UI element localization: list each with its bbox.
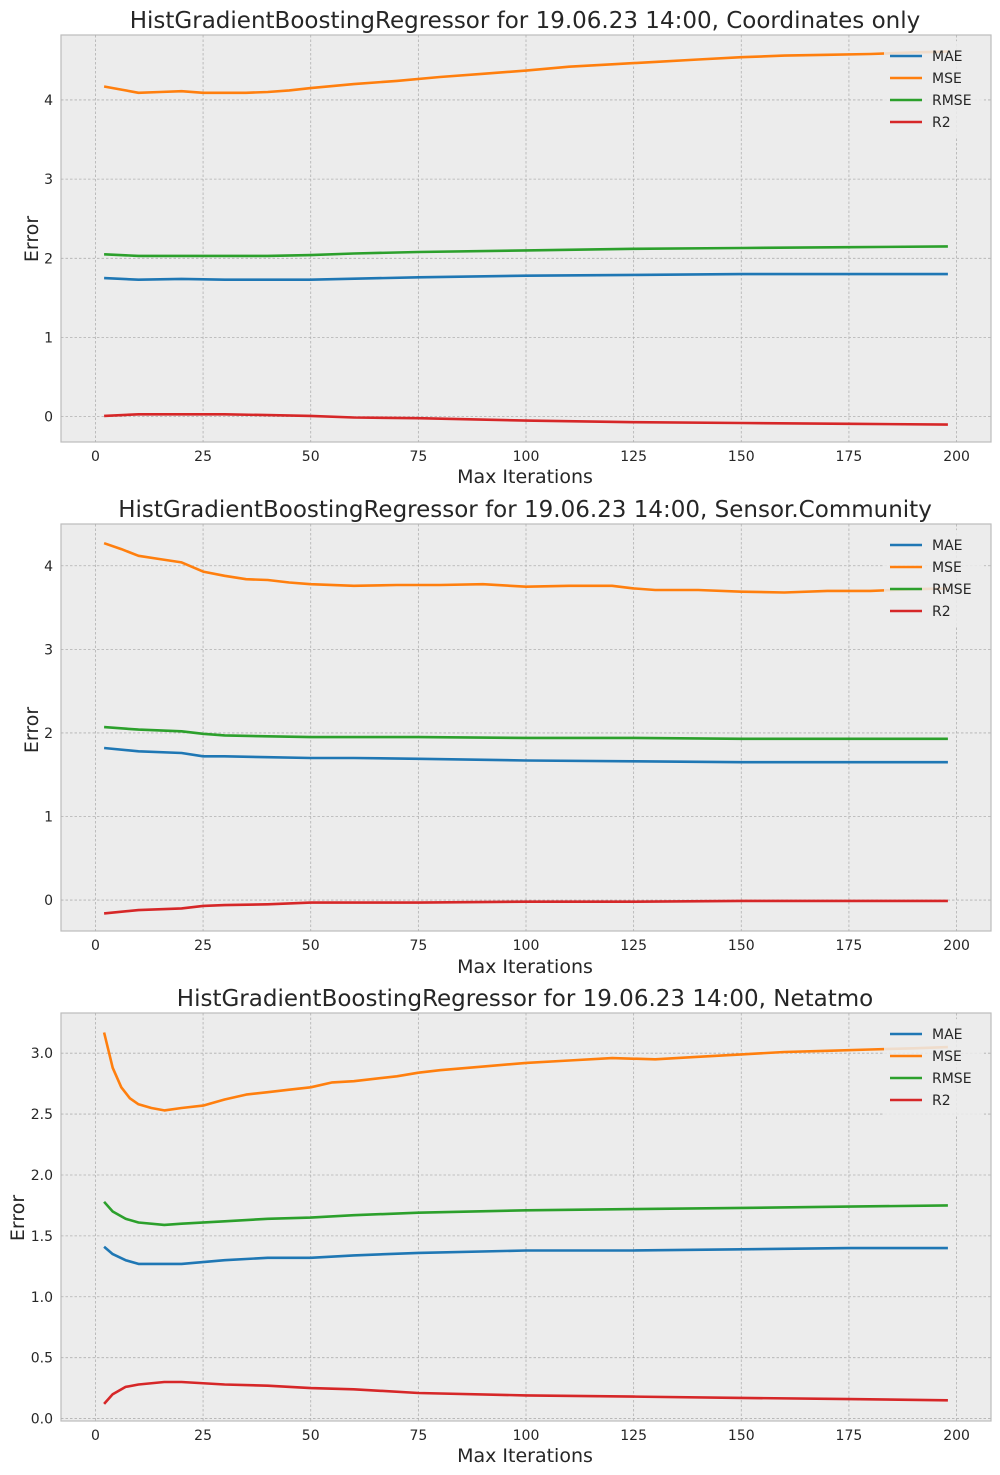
legend-label-mae: MAE [932,1027,963,1043]
y-tick-label: 4 [44,93,53,109]
x-axis-label: Max Iterations [457,956,593,978]
legend-label-mae: MAE [932,538,963,554]
x-tick-label: 0 [91,1428,100,1444]
x-tick-label: 100 [513,1428,540,1444]
y-tick-label: 2 [44,726,53,742]
series-line-mse [103,541,948,594]
series-line-rmse [103,1200,948,1227]
legend-label-mse: MSE [932,560,962,576]
x-axis-label: Max Iterations [457,1445,593,1467]
legend: MAE MSE RMSE R2 [884,530,984,626]
x-tick-label: 200 [943,1428,970,1444]
plot-area: 0 25 50 75 100 125 150 175 200 0.0 0.5 1.0 1.5 2.0 2.5… [31,1012,992,1444]
y-tick-label: 4 [44,559,53,575]
legend: MAE MSE RMSE R2 [884,1019,984,1115]
legend-label-r2: R2 [932,1093,951,1109]
x-tick-label: 125 [620,449,647,465]
x-axis-label: Max Iterations [457,466,593,488]
x-tick-label: 0 [91,449,100,465]
series-line-rmse [104,725,948,741]
y-tick-label: 0 [44,410,53,426]
series-line-rmse [104,245,948,258]
series-line-mse [102,1032,948,1112]
x-tick-label: 50 [302,1428,320,1444]
y-tick-label: 3 [44,642,53,658]
series-line-mae [103,746,948,764]
x-tick-label: 50 [302,449,320,465]
y-tick-label: 3.0 [31,1046,53,1062]
series-line-r2 [103,899,948,915]
x-tick-label: 125 [620,1428,647,1444]
panel-title: HistGradientBoostingRegressor for 19.06.… [118,497,932,523]
x-tick-label: 175 [836,1428,863,1444]
y-tick-label: 1.5 [31,1229,53,1245]
x-tick-label: 100 [513,938,540,954]
legend-label-rmse: RMSE [932,93,972,109]
plot-area: 0 25 50 75 100 125 150 175 200 0 1 2 3 4 [44,34,992,465]
legend-label-mse: MSE [932,71,962,87]
x-tick-label: 150 [728,938,755,954]
x-tick-label: 75 [409,938,427,954]
y-tick-label: 3 [44,172,53,188]
panel-coordinates-only: 0 25 50 75 100 125 150 175 200 0 1 2 3 4 HistGradient… [21,8,992,488]
plot-area: 0 25 50 75 100 125 150 175 200 0 1 2 3 4 [44,523,992,954]
legend-label-rmse: RMSE [932,582,972,598]
x-tick-label: 100 [513,449,540,465]
x-tick-label: 25 [194,1428,212,1444]
y-tick-label: 1 [44,810,53,826]
x-tick-label: 125 [620,938,647,954]
y-axis-label: Error [21,216,43,263]
x-tick-label: 175 [836,938,863,954]
legend: MAE MSE RMSE R2 [884,41,984,137]
panel-title: HistGradientBoostingRegressor for 19.06.… [177,986,873,1012]
series-line-r2 [104,413,948,426]
x-tick-label: 25 [194,449,212,465]
x-tick-label: 175 [836,449,863,465]
series-line-r2 [103,1380,948,1405]
series-line-mae [103,1245,948,1266]
x-tick-label: 200 [943,449,970,465]
x-tick-label: 150 [728,449,755,465]
x-tick-label: 75 [409,1428,427,1444]
series-line-mse [103,50,948,95]
legend-label-mae: MAE [932,49,963,65]
y-axis-label: Error [21,707,43,754]
x-tick-label: 25 [194,938,212,954]
panel-sensor-community: 0 25 50 75 100 125 150 175 200 0 1 2 3 4 HistGradient… [21,497,992,978]
y-axis-label: Error [7,1195,29,1242]
x-tick-label: 0 [91,938,100,954]
y-tick-label: 0 [44,893,53,909]
panel-title: HistGradientBoostingRegressor for 19.06.… [130,8,921,34]
legend-label-rmse: RMSE [932,1071,972,1087]
y-tick-label: 2.0 [31,1168,53,1184]
legend-label-r2: R2 [932,604,951,620]
y-tick-label: 1 [44,330,53,346]
y-tick-label: 1.0 [31,1290,53,1306]
x-tick-label: 150 [728,1428,755,1444]
x-tick-label: 75 [409,449,427,465]
x-tick-label: 200 [943,938,970,954]
y-tick-label: 0.5 [31,1351,53,1367]
y-tick-label: 2.5 [31,1107,53,1123]
legend-label-r2: R2 [932,115,951,131]
x-tick-label: 50 [302,938,320,954]
panel-netatmo: 0 25 50 75 100 125 150 175 200 0.0 0.5 1.0 1.5 2.0 2.5… [7,986,992,1467]
legend-label-mse: MSE [932,1049,962,1065]
y-tick-label: 2 [44,251,53,267]
y-tick-label: 0.0 [31,1412,53,1428]
series-line-mae [104,272,948,281]
